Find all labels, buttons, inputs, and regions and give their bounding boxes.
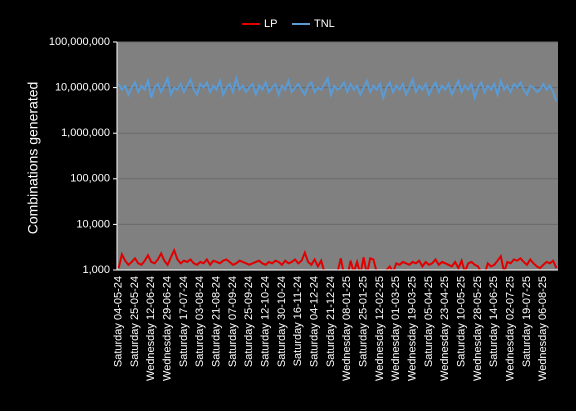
y-tick-label: 100,000,000: [49, 36, 110, 48]
y-tick-label: 1,000,000: [61, 127, 110, 139]
x-tick-label: Wednesday 29-06-24: [162, 276, 174, 381]
series-line: [117, 247, 558, 270]
x-tick-label: Saturday 17-07-24: [178, 276, 190, 367]
legend-label: LP: [264, 18, 277, 30]
x-tick-label: Wednesday 02-07-25: [505, 276, 517, 381]
x-tick-label: Saturday 12-10-24: [260, 276, 272, 367]
x-tick-label: Saturday 25-01-25: [358, 276, 370, 367]
x-tick-label: Saturday 30-10-24: [276, 276, 288, 367]
x-tick-label: Wednesday 08-01-25: [341, 276, 353, 381]
y-tick-label: 100,000: [70, 173, 110, 185]
x-tick-label: Saturday 16-11-24: [292, 276, 304, 366]
x-tick-label: Saturday 04-12-24: [309, 276, 321, 367]
plot-area: [117, 42, 558, 270]
y-axis-label: Combinations generated: [25, 82, 41, 235]
legend-label: TNL: [314, 18, 335, 30]
x-tick-label: Wednesday 28-05-25: [472, 276, 484, 381]
x-tick-label: Saturday 21-08-24: [211, 276, 223, 367]
x-tick-label: Saturday 10-05-25: [456, 276, 468, 367]
x-tick-label: Wednesday 06-08-25: [537, 276, 549, 381]
y-tick-label: 10,000,000: [55, 82, 110, 94]
y-tick-label: 10,000: [76, 218, 110, 230]
x-tick-label: Saturday 07-09-24: [227, 276, 239, 367]
x-tick-label: Saturday 21-12-24: [325, 276, 337, 367]
x-tick-label: Saturday 05-04-25: [423, 276, 435, 367]
x-tick-label: Saturday 25-05-24: [129, 276, 141, 367]
x-tick-label: Wednesday 01-03-25: [390, 276, 402, 381]
x-tick-label: Saturday 03-08-24: [194, 276, 206, 367]
x-tick-label: Saturday 19-07-25: [521, 276, 533, 367]
x-tick-label: Saturday 25-09-24: [243, 276, 255, 367]
x-tick-label: Wednesday 19-03-25: [407, 276, 419, 381]
x-tick-label: Wednesday 23-04-25: [439, 276, 451, 381]
x-tick-label: Wednesday 12-02-25: [374, 276, 386, 381]
x-tick-label: Saturday 04-05-24: [113, 276, 125, 367]
x-tick-label: Wednesday 12-06-24: [145, 276, 157, 381]
series-line: [117, 74, 558, 102]
y-tick-label: 1,000: [82, 264, 110, 276]
lines: [117, 74, 558, 270]
x-tick-label: Saturday 14-06-25: [488, 276, 500, 367]
